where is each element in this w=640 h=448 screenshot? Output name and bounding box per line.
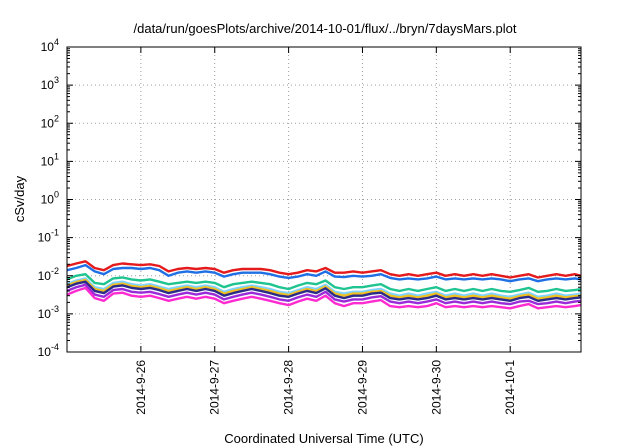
x-tick-label: 2014-9-26 xyxy=(134,360,148,415)
y-tick-label: 102 xyxy=(41,113,59,130)
chart-title: /data/run/goesPlots/archive/2014-10-01/f… xyxy=(134,21,517,36)
y-tick-label: 100 xyxy=(41,190,59,207)
series-line-4 xyxy=(66,277,582,298)
y-tick-label: 104 xyxy=(41,37,59,54)
x-axis-label: Coordinated Universal Time (UTC) xyxy=(224,431,423,446)
y-axis: 10-4 10-3 10-2 10-1 100 101 102 103 104 xyxy=(38,37,581,359)
series-line-8 xyxy=(66,286,582,310)
grid xyxy=(67,47,581,352)
x-tick-label: 2014-9-29 xyxy=(355,360,369,415)
series-line-1 xyxy=(66,260,582,279)
y-axis-label: cSv/day xyxy=(12,175,27,222)
y-tick-label: 101 xyxy=(41,151,59,168)
x-tick-label: 2014-9-27 xyxy=(208,360,222,415)
series-layer xyxy=(66,260,582,310)
y-tick-label: 10-1 xyxy=(38,228,59,245)
x-tick-label: 2014-9-28 xyxy=(282,360,296,415)
series-line-5 xyxy=(66,278,582,300)
series-line-7 xyxy=(66,283,582,306)
series-line-6 xyxy=(66,280,582,302)
x-tick-label: 2014-9-30 xyxy=(429,360,443,415)
y-tick-label: 10-4 xyxy=(38,342,59,359)
series-line-2 xyxy=(66,263,582,283)
x-axis: 2014-9-26 2014-9-27 2014-9-28 2014-9-29 2014… xyxy=(134,47,517,415)
series-line-3 xyxy=(66,273,582,293)
y-tick-label: 10-3 xyxy=(38,304,59,321)
y-tick-label: 103 xyxy=(41,75,59,92)
x-tick-label: 2014-10-1 xyxy=(503,360,517,415)
y-tick-label: 10-2 xyxy=(38,266,59,283)
